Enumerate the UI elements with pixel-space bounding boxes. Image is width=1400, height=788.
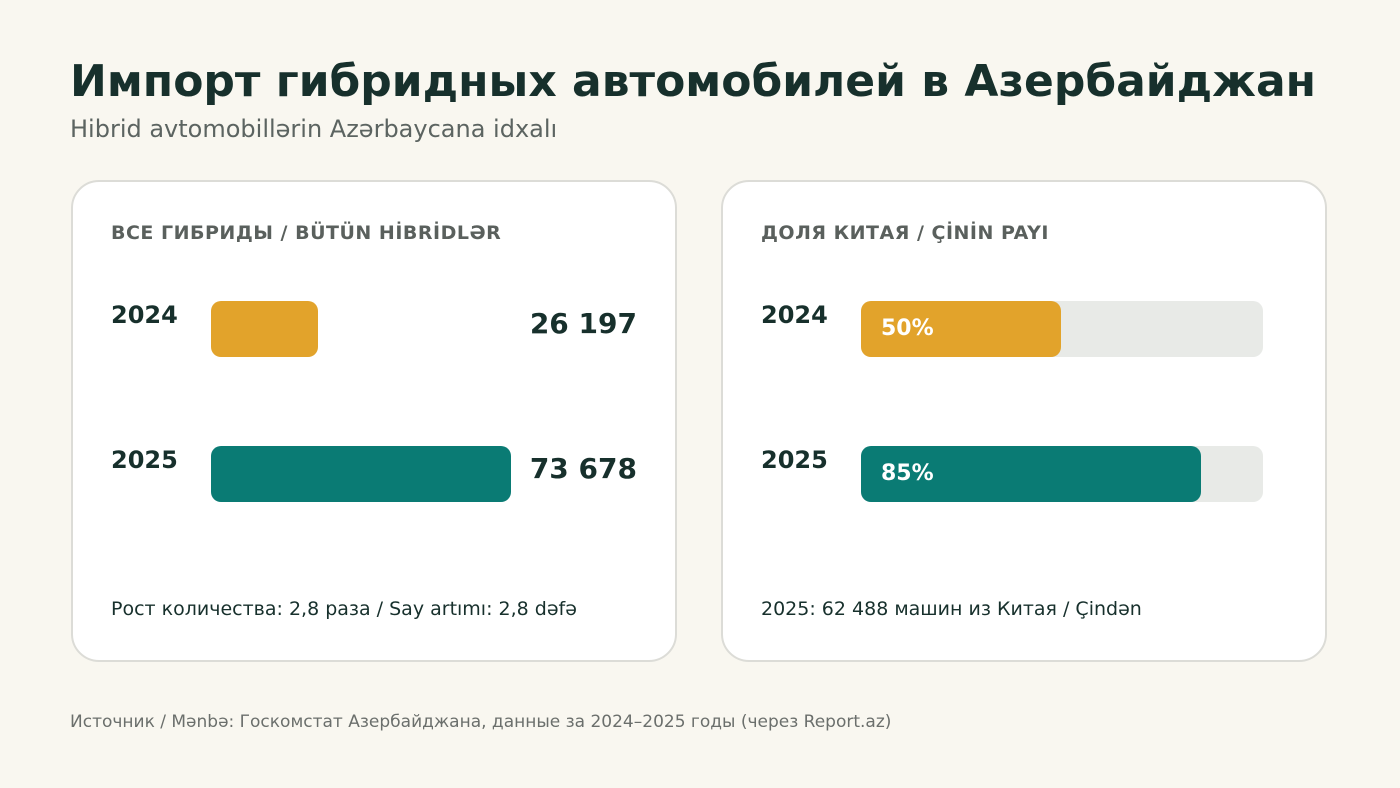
share-year-label-2024: 2024 <box>761 301 828 329</box>
bar-2024 <box>211 301 318 357</box>
share-year-label-2025: 2025 <box>761 446 828 474</box>
bar-track-2025 <box>211 446 613 502</box>
share-bar-2025 <box>861 446 1201 502</box>
page-title: Импорт гибридных автомобилей в Азербайдж… <box>70 56 1317 107</box>
share-bar-2024 <box>861 301 1061 357</box>
share-value-label-2025: 85% <box>881 461 934 486</box>
share-track-2024: 50% <box>861 301 1263 357</box>
china-note: 2025: 62 488 машин из Китая / Çindən <box>761 598 1142 620</box>
page-subtitle: Hibrid avtomobillərin Azərbaycana idxalı <box>70 115 558 143</box>
share-track-2025: 85% <box>861 446 1263 502</box>
bar-track-2024 <box>211 301 613 357</box>
china-share-heading: ДОЛЯ КИТАЯ / ÇİNİN PAYI <box>761 222 1049 244</box>
growth-note: Рост количества: 2,8 раза / Say artımı: … <box>111 598 577 620</box>
value-label-2025: 73 678 <box>529 452 637 485</box>
source-note: Источник / Mənbə: Госкомстат Азербайджан… <box>70 712 892 732</box>
year-label-2024: 2024 <box>111 301 178 329</box>
china-share-card: ДОЛЯ КИТАЯ / ÇİNİN PAYI 2024 50% 2025 85… <box>721 180 1327 662</box>
share-value-label-2024: 50% <box>881 316 934 341</box>
all-hybrids-card: ВСЕ ГИБРИДЫ / BÜTÜN HİBRİDLƏR 2024 26 19… <box>71 180 677 662</box>
bar-2025 <box>211 446 511 502</box>
all-hybrids-heading: ВСЕ ГИБРИДЫ / BÜTÜN HİBRİDLƏR <box>111 222 502 244</box>
year-label-2025: 2025 <box>111 446 178 474</box>
value-label-2024: 26 197 <box>529 307 637 340</box>
